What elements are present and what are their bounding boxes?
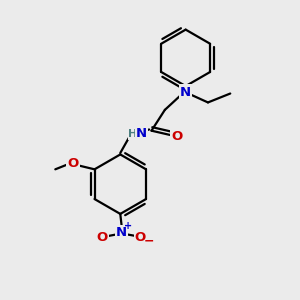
Text: O: O: [135, 231, 146, 244]
Text: +: +: [124, 221, 132, 231]
Text: N: N: [136, 127, 147, 140]
Text: N: N: [116, 226, 127, 239]
Text: O: O: [171, 130, 182, 143]
Text: N: N: [180, 85, 191, 98]
Text: −: −: [143, 235, 154, 248]
Text: H: H: [128, 129, 138, 139]
Text: O: O: [68, 158, 79, 170]
Text: O: O: [96, 231, 107, 244]
